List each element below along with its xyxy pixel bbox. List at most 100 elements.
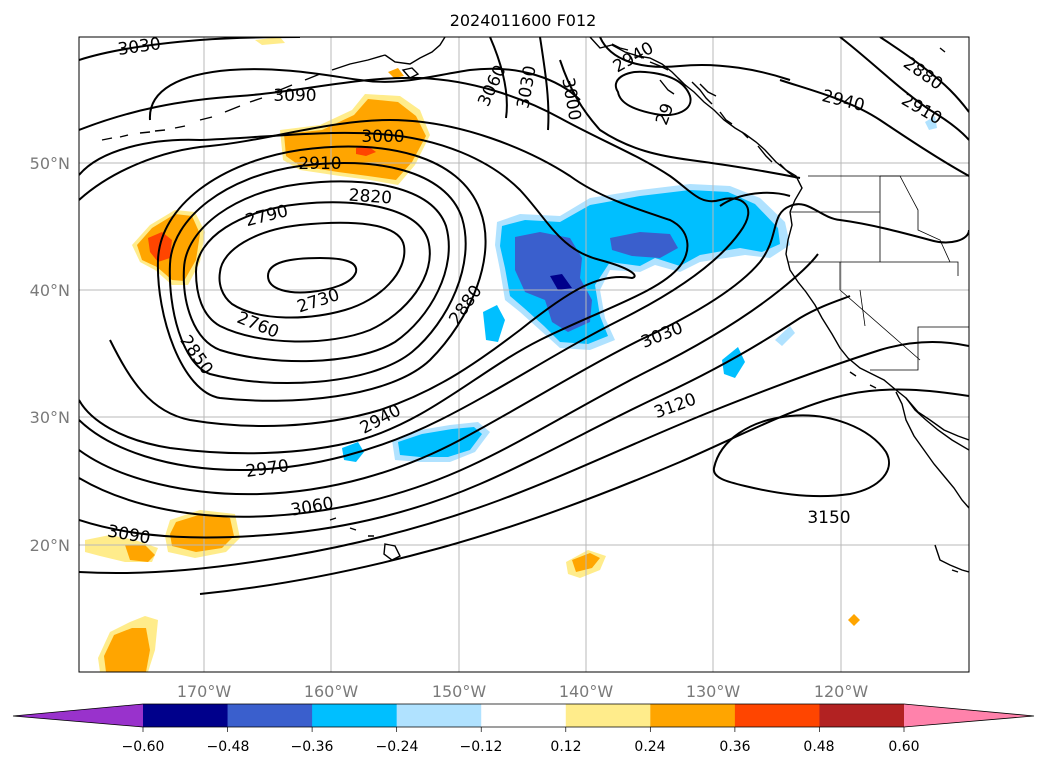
contour-label: 3000 bbox=[361, 127, 404, 147]
colorbar-block bbox=[396, 704, 482, 727]
shaded-anomalies bbox=[85, 37, 937, 672]
anomaly-region-positive-20n-core bbox=[170, 514, 234, 552]
contour-north-3030b bbox=[539, 37, 550, 131]
coastline-aleutians bbox=[101, 54, 386, 141]
contour-ne-3030 bbox=[719, 191, 791, 207]
anomaly-region-positive-north-red bbox=[356, 146, 376, 156]
anomaly-region-negative-30n-small bbox=[342, 442, 364, 462]
colorbar-block bbox=[819, 704, 905, 727]
graticule bbox=[79, 37, 969, 672]
colorbar-block bbox=[227, 704, 313, 727]
colorbar-tick-label: 0.60 bbox=[888, 739, 919, 755]
colorbar-tick-label: −0.12 bbox=[460, 739, 503, 755]
colorbar-tick-label: −0.24 bbox=[376, 739, 419, 755]
colorbar-tick-label: −0.36 bbox=[291, 739, 334, 755]
colorbar-extend-max bbox=[904, 704, 1034, 727]
anomaly-region-positive-south-core bbox=[104, 628, 150, 672]
colorbar: −0.60 −0.48 −0.36 −0.24 −0.12 0.12 0.24 … bbox=[12, 703, 1035, 755]
lon-label: 120°W bbox=[814, 682, 869, 701]
anomaly-region-negative-darkest bbox=[550, 274, 572, 290]
contour-north-29 bbox=[615, 70, 692, 116]
map-frame bbox=[78, 36, 970, 673]
colorbar-tick-label: 0.12 bbox=[550, 739, 581, 755]
lon-label: 150°W bbox=[432, 682, 487, 701]
height-contours bbox=[79, 37, 969, 595]
colorbar-block bbox=[734, 704, 820, 727]
anomaly-region-negative-30n-core bbox=[398, 427, 482, 457]
contour-north-2910 bbox=[839, 37, 969, 141]
contour-2790 bbox=[194, 201, 431, 343]
colorbar-tick-label: 0.36 bbox=[719, 739, 750, 755]
contour-2940 bbox=[79, 118, 689, 455]
coastline-hawaii bbox=[329, 517, 401, 561]
colorbar-block bbox=[143, 704, 229, 727]
map-area: 3030 3090 3000 2910 2820 2790 2730 2760 … bbox=[79, 34, 969, 672]
lon-label: 130°W bbox=[686, 682, 741, 701]
map-title: 2024011600 F012 bbox=[450, 11, 597, 30]
colorbar-ticks bbox=[142, 727, 905, 732]
contour-3060 bbox=[79, 295, 851, 539]
coastline-baja bbox=[895, 391, 969, 509]
contour-label: 3030 bbox=[116, 34, 162, 60]
coastline-kodiak bbox=[401, 67, 420, 79]
contour-north-2970 bbox=[599, 37, 791, 81]
anomaly-region-positive-20n-left-core bbox=[125, 545, 155, 562]
contour-2970 bbox=[79, 76, 750, 472]
coastline-alaska-south bbox=[384, 37, 446, 65]
lon-label: 170°W bbox=[177, 682, 232, 701]
anomaly-region-negative-small-1 bbox=[483, 305, 505, 342]
colorbar-extend-min bbox=[13, 704, 143, 727]
contour-label: 3090 bbox=[273, 86, 316, 106]
lon-label: 160°W bbox=[304, 682, 359, 701]
contour-3030 bbox=[79, 253, 819, 518]
contour-2820 bbox=[182, 180, 450, 363]
contour-3120 bbox=[199, 388, 969, 595]
colorbar-tick-label: 0.48 bbox=[803, 739, 834, 755]
colorbar-block bbox=[481, 704, 567, 727]
contour-label: 2820 bbox=[348, 186, 393, 209]
coastline-bc-islands bbox=[691, 81, 797, 179]
contour-2760 bbox=[218, 221, 406, 319]
contour-3090 bbox=[79, 341, 969, 575]
lat-label: 40°N bbox=[30, 281, 70, 300]
latitude-labels: 50°N 40°N 30°N 20°N bbox=[30, 154, 70, 555]
anomaly-region-negative-dark-2 bbox=[610, 232, 678, 258]
coastlines bbox=[101, 37, 969, 573]
border-states bbox=[788, 176, 959, 361]
lat-label: 20°N bbox=[30, 536, 70, 555]
border-bc-alberta bbox=[880, 175, 951, 263]
anomaly-region-positive-small-1 bbox=[848, 614, 860, 626]
anomaly-region-positive-small-3 bbox=[255, 37, 285, 45]
contour-2850 bbox=[168, 161, 467, 384]
anomaly-region-positive-small-2 bbox=[388, 68, 404, 78]
colorbar-tick-label: −0.48 bbox=[207, 739, 250, 755]
contour-north-2880 bbox=[879, 37, 969, 113]
coastline-mexico bbox=[905, 397, 969, 441]
contour-2730 bbox=[266, 256, 358, 294]
colorbar-tick-label: 0.24 bbox=[634, 739, 665, 755]
contour-north-3090 bbox=[148, 67, 581, 121]
anomaly-region-negative-small-4 bbox=[925, 116, 937, 130]
colorbar-block bbox=[312, 704, 398, 727]
coastline-islands-misc bbox=[849, 47, 959, 573]
lat-label: 50°N bbox=[30, 154, 70, 173]
contour-3000 bbox=[79, 203, 969, 496]
contour-3150 bbox=[712, 414, 890, 498]
colorbar-blocks bbox=[13, 704, 1034, 727]
anomaly-region-negative-small-3 bbox=[775, 326, 795, 346]
contour-north-2940 bbox=[779, 79, 969, 177]
longitude-labels: 170°W 160°W 150°W 140°W 130°W 120°W bbox=[177, 682, 869, 701]
lat-label: 30°N bbox=[30, 408, 70, 427]
contour-north-3060 bbox=[489, 37, 508, 119]
lon-label: 140°W bbox=[559, 682, 614, 701]
colorbar-tick-label: −0.60 bbox=[122, 739, 165, 755]
contour-label: 2910 bbox=[298, 154, 341, 174]
contour-2880 bbox=[156, 145, 487, 402]
coastline-mexico-south bbox=[934, 544, 969, 573]
border-us-mexico bbox=[870, 326, 969, 371]
colorbar-block bbox=[565, 704, 651, 727]
colorbar-tick-labels: −0.60 −0.48 −0.36 −0.24 −0.12 0.12 0.24 … bbox=[122, 739, 920, 755]
contour-label: 3150 bbox=[807, 508, 850, 528]
colorbar-block bbox=[650, 704, 736, 727]
